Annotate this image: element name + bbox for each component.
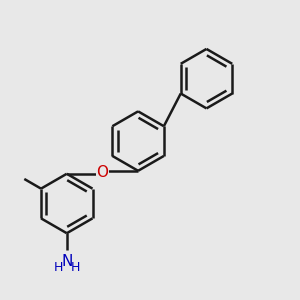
Text: H: H — [54, 261, 63, 274]
Text: O: O — [96, 165, 108, 180]
Text: H: H — [70, 261, 80, 274]
Text: N: N — [61, 254, 73, 269]
